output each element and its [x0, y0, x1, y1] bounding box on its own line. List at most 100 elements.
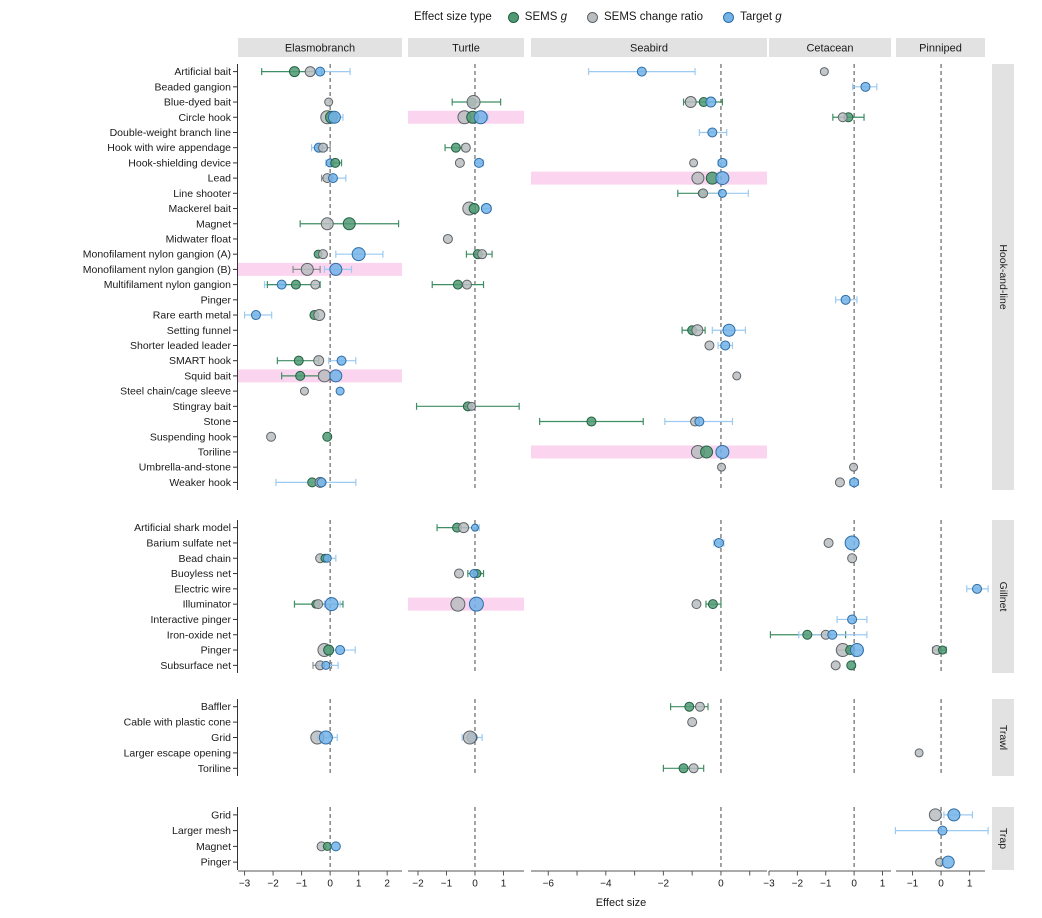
row-label: Cable with plastic cone [124, 717, 232, 729]
row-label: Buoyless net [171, 568, 231, 580]
row-label: Suspending hook [150, 431, 232, 443]
data-point-target-g [947, 808, 961, 822]
data-point-sems-change-ratio [698, 188, 709, 199]
data-point-sems-g [330, 157, 341, 168]
row-label: Artificial bait [174, 66, 231, 78]
x-axis-tick-label: 0 [718, 879, 724, 890]
data-point-sems-change-ratio [454, 568, 465, 579]
data-point-sems-change-ratio [310, 279, 321, 290]
data-point-target-g [480, 203, 492, 215]
data-point-sems-change-ratio [849, 462, 859, 472]
row-label: Illuminator [183, 599, 232, 611]
x-axis-tick-label: 2 [384, 879, 390, 890]
x-axis-tick-label: −1 [296, 879, 308, 890]
data-point-sems-change-ratio [442, 233, 453, 244]
highlight-band [531, 445, 767, 459]
data-point-target-g [468, 596, 484, 612]
x-axis-tick-label: 0 [327, 879, 333, 890]
data-point-target-g [330, 841, 341, 852]
x-axis-tick-label: 0 [938, 879, 944, 890]
data-point-target-g [327, 110, 341, 124]
data-point-sems-change-ratio [317, 142, 328, 153]
data-point-target-g [473, 157, 484, 168]
data-point-sems-change-ratio [313, 355, 325, 367]
data-point-sems-g [937, 645, 947, 655]
data-point-sems-g [288, 66, 300, 78]
row-label: Electric wire [174, 583, 231, 595]
row-label: Larger mesh [172, 825, 231, 837]
panel-header-label: Pinniped [919, 43, 962, 55]
row-label: Toriline [198, 763, 231, 775]
target-g-dot-icon [723, 11, 735, 23]
panel-header-label: Seabird [630, 43, 668, 55]
data-point-sems-change-ratio [830, 660, 841, 671]
data-point-target-g [324, 597, 339, 612]
data-point-target-g [316, 477, 327, 488]
legend-item-target-g: Target g [723, 11, 782, 23]
legend-item-label: SEMS change ratio [603, 11, 704, 23]
data-point-target-g [849, 643, 864, 658]
gear-strip-label: Gillnet [997, 582, 1009, 612]
panel-header-label: Turtle [452, 43, 480, 55]
data-point-target-g [847, 614, 858, 625]
row-label: Blue-dyed bait [164, 97, 231, 109]
data-point-target-g [276, 279, 287, 290]
x-axis-title: Effect size [596, 897, 647, 909]
panel-header-label: Elasmobranch [285, 43, 355, 55]
data-point-sems-change-ratio [461, 279, 472, 290]
row-label: Beaded gangion [155, 81, 232, 93]
legend-item-sems-change-ratio: SEMS change ratio [586, 11, 704, 23]
data-point-sems-change-ratio [819, 67, 829, 77]
row-label: Grid [211, 809, 231, 821]
data-point-sems-g [468, 203, 480, 215]
data-point-sems-g [586, 416, 597, 427]
data-point-sems-change-ratio [914, 748, 924, 758]
legend-item-label: SEMS g [524, 11, 567, 23]
x-axis-tick-label: 1 [501, 879, 507, 890]
data-point-target-g [717, 188, 727, 198]
row-label: Umbrella-and-stone [139, 462, 231, 474]
data-point-target-g [937, 825, 948, 836]
data-point-sems-change-ratio [687, 717, 698, 728]
row-label: Hook with wire appendage [107, 142, 231, 154]
data-point-target-g [636, 66, 647, 77]
x-axis-tick-label: −2 [792, 879, 804, 890]
data-point-sems-change-ratio [688, 763, 699, 774]
data-point-target-g [849, 477, 860, 488]
x-axis-tick-label: −1 [907, 879, 919, 890]
highlight-band [408, 597, 524, 611]
data-point-sems-change-ratio [717, 462, 727, 472]
x-axis-tick-label: 1 [356, 879, 362, 890]
data-point-target-g [327, 173, 338, 184]
row-label: Monofilament nylon gangion (A) [83, 249, 231, 261]
x-axis-tick-label: −1 [820, 879, 832, 890]
data-point-sems-change-ratio [458, 522, 470, 534]
row-label: Squid bait [184, 370, 231, 382]
x-axis-tick-label: −1 [441, 879, 453, 890]
data-point-sems-change-ratio [300, 262, 314, 276]
data-point-sems-change-ratio [834, 477, 845, 488]
data-point-target-g [717, 157, 728, 168]
data-point-sems-change-ratio [317, 249, 328, 260]
data-point-sems-change-ratio [928, 808, 942, 822]
row-label: Larger escape opening [124, 747, 232, 759]
data-point-target-g [844, 535, 860, 551]
row-label: Magnet [196, 841, 231, 853]
data-point-sems-g [450, 142, 461, 153]
x-axis-tick-label: −2 [267, 879, 279, 890]
data-point-sems-change-ratio [324, 97, 334, 107]
data-point-target-g [722, 323, 736, 337]
row-label: Rare earth metal [153, 310, 231, 322]
panel-header-seabird [531, 38, 767, 57]
row-label: Magnet [196, 218, 231, 230]
data-point-sems-change-ratio [299, 386, 309, 396]
row-label: Multifilament nylon gangion [104, 279, 231, 291]
data-point-target-g [335, 386, 345, 396]
gear-strip-gillnet [992, 520, 1014, 673]
data-point-target-g [329, 262, 343, 276]
data-point-target-g [707, 127, 718, 138]
row-label: Iron-oxide net [167, 629, 231, 641]
legend-title: Effect size type [414, 11, 492, 23]
